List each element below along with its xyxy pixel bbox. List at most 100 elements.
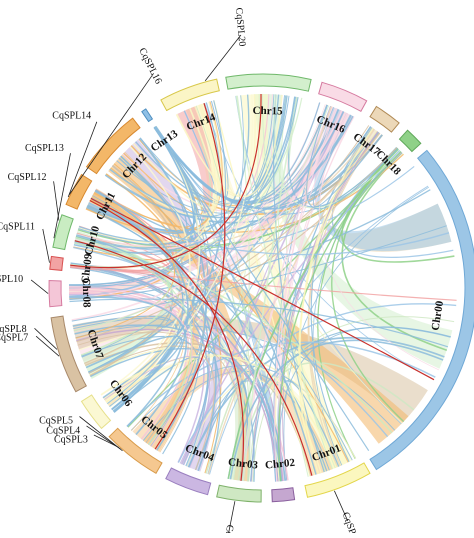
synteny-link bbox=[120, 155, 353, 461]
synteny-link bbox=[74, 324, 283, 482]
synteny-link bbox=[318, 112, 439, 371]
synteny-link bbox=[78, 101, 222, 244]
gene-label-cqspl3: CqSPL3 bbox=[54, 435, 88, 446]
gene-label-cqspl20: CqSPL20 bbox=[233, 7, 247, 47]
synteny-ribbon bbox=[314, 107, 452, 252]
synteny-link bbox=[100, 354, 338, 468]
label-chr03: Chr03 bbox=[227, 456, 259, 471]
synteny-link bbox=[109, 115, 354, 219]
synteny-link bbox=[278, 151, 402, 482]
synteny-link bbox=[274, 108, 338, 482]
segment-chr05 bbox=[108, 427, 163, 474]
synteny-link bbox=[241, 326, 451, 481]
segment-chr06 bbox=[80, 394, 112, 430]
synteny-link bbox=[76, 233, 286, 481]
synteny-link bbox=[78, 126, 196, 246]
synteny-link bbox=[250, 146, 398, 482]
synteny-link bbox=[73, 242, 169, 332]
synteny-link bbox=[235, 95, 337, 469]
segment-chr01 bbox=[304, 462, 371, 498]
gene-leader-line bbox=[334, 490, 349, 522]
gene-leader-line bbox=[35, 335, 60, 357]
synteny-ribbon bbox=[70, 106, 213, 270]
synteny-link bbox=[261, 93, 330, 195]
synteny-link bbox=[274, 94, 402, 209]
gene-leader-line bbox=[67, 121, 98, 198]
gene-leader-line bbox=[42, 228, 50, 263]
segment-chr04 bbox=[165, 467, 212, 496]
synteny-link bbox=[110, 167, 349, 463]
label-chr15: Chr15 bbox=[252, 105, 283, 118]
synteny-link bbox=[70, 264, 457, 301]
gene-leader-line bbox=[34, 328, 58, 350]
label-chr00: Chr00 bbox=[430, 299, 447, 331]
synteny-link bbox=[73, 246, 389, 438]
synteny-link bbox=[252, 316, 455, 482]
synteny-link bbox=[299, 127, 374, 475]
gene-label-cqspl5: CqSPL5 bbox=[39, 416, 73, 427]
synteny-link bbox=[341, 152, 448, 351]
gene-label-cqspl2: CqSPL2 bbox=[220, 524, 236, 533]
synteny-link bbox=[177, 303, 457, 463]
synteny-link bbox=[285, 96, 334, 470]
synteny-link bbox=[106, 100, 227, 405]
segment-chr18 bbox=[398, 129, 422, 153]
segment-chr11 bbox=[65, 173, 93, 210]
segment-chr03 bbox=[216, 484, 262, 503]
synteny-link bbox=[71, 106, 334, 321]
segment-chr12 bbox=[85, 117, 141, 175]
gene-label-cqspl7: CqSPL7 bbox=[0, 332, 28, 343]
synteny-link bbox=[331, 147, 405, 423]
synteny-link bbox=[70, 266, 221, 475]
segment-chr15 bbox=[225, 73, 312, 92]
synteny-ribbon bbox=[86, 197, 409, 444]
gene-leader-line bbox=[68, 73, 154, 195]
gene-leader-line bbox=[93, 434, 119, 448]
synteny-link bbox=[154, 126, 317, 475]
synteny-link bbox=[76, 104, 326, 247]
synteny-link bbox=[204, 102, 435, 381]
synteny-link bbox=[77, 331, 243, 481]
synteny-link bbox=[74, 242, 255, 482]
gene-label-cqspl16: CqSPL16 bbox=[136, 46, 163, 86]
synteny-link bbox=[132, 107, 218, 209]
spl-link bbox=[154, 103, 226, 450]
gene-leader-line bbox=[204, 34, 242, 82]
spl-link bbox=[74, 240, 313, 476]
synteny-link bbox=[69, 292, 193, 447]
gene-leader-line bbox=[53, 153, 71, 239]
gene-label-cqspl4: CqSPL4 bbox=[46, 425, 80, 436]
synteny-link bbox=[78, 114, 352, 244]
synteny-link bbox=[306, 104, 399, 210]
synteny-link bbox=[139, 137, 207, 451]
spl-link bbox=[89, 199, 245, 481]
segment-chr09 bbox=[49, 255, 64, 271]
synteny-link bbox=[312, 114, 383, 208]
label-chr08: Chr08 bbox=[80, 277, 93, 308]
synteny-link bbox=[69, 189, 431, 301]
gene-label-cqspl10: CqSPL10 bbox=[0, 274, 23, 285]
gene-label-cqspl8: CqSPL8 bbox=[0, 324, 27, 335]
gene-label-cqspl13: CqSPL13 bbox=[25, 143, 64, 154]
synteny-link bbox=[85, 335, 183, 411]
synteny-link bbox=[95, 189, 189, 428]
synteny-link bbox=[104, 95, 286, 218]
segment-chr16 bbox=[318, 81, 368, 112]
gene-leader-line bbox=[53, 181, 60, 221]
synteny-link bbox=[88, 345, 215, 471]
label-chr09: Chr09 bbox=[79, 253, 94, 285]
synteny-link bbox=[154, 97, 299, 202]
synteny-link bbox=[86, 206, 279, 482]
gene-leader-line bbox=[30, 279, 49, 294]
synteny-link bbox=[69, 298, 449, 348]
synteny-link bbox=[279, 131, 379, 482]
segment-chr07 bbox=[50, 315, 87, 393]
synteny-link bbox=[175, 94, 283, 198]
synteny-link bbox=[113, 163, 222, 474]
synteny-link bbox=[155, 126, 383, 210]
label-chr13: Chr13 bbox=[149, 127, 181, 154]
synteny-link bbox=[283, 186, 430, 481]
synteny-link bbox=[241, 96, 298, 481]
